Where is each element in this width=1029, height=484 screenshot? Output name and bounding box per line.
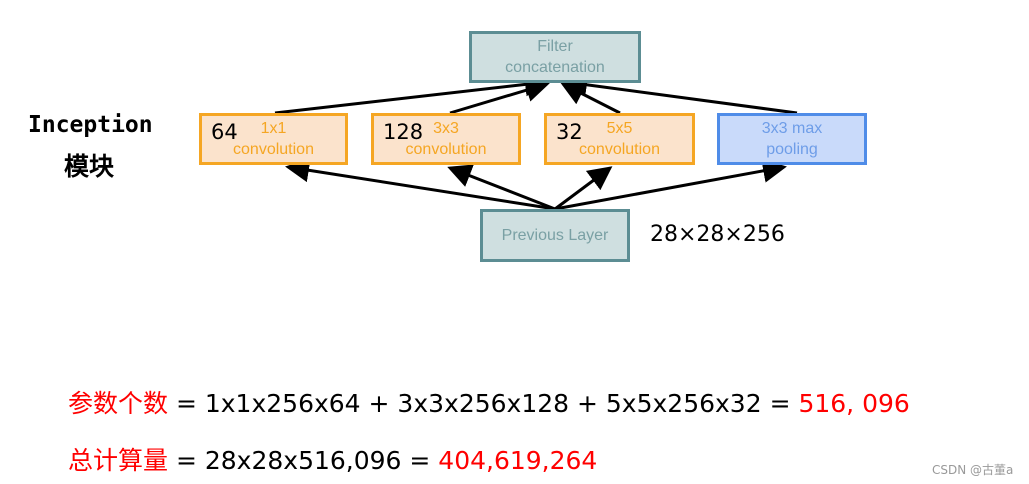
params-expr: = 1x1x256x64 + 3x3x256x128 + 5x5x256x32 …	[168, 389, 799, 418]
concat-line1: Filter	[537, 38, 573, 55]
box-line2: convolution	[233, 141, 314, 158]
box-line1: 1x1	[260, 120, 287, 137]
watermark: CSDN @古董a	[932, 463, 1014, 477]
filter-count: 128	[383, 120, 424, 144]
ops-label: 总计算量	[68, 446, 169, 475]
box-line1: 3x3	[433, 120, 459, 137]
max-pooling-box: 3x3 max pooling	[717, 113, 867, 165]
ops-result: 404,619,264	[438, 446, 598, 475]
box-line2: convolution	[405, 141, 487, 158]
concat-line2: concatenation	[505, 59, 605, 76]
ops-formula: 总计算量 = 28x28x516,096 = 404,619,264	[68, 441, 597, 477]
arrow-prev-to-1x1	[285, 158, 556, 211]
arrow-1x1-to-concat	[274, 72, 549, 115]
arrow-pool-to-concat	[563, 72, 798, 115]
box-line2: pooling	[766, 141, 818, 158]
arrow-prev-to-5x5	[554, 166, 613, 211]
ops-expr: = 28x28x516,096 =	[168, 446, 439, 475]
conv-3x3-box: 128 3x3 convolution	[371, 113, 521, 165]
conv-5x5-box: 32 5x5 convolution	[544, 113, 695, 165]
filter-count: 32	[556, 120, 583, 144]
arrow-prev-to-pool	[554, 158, 787, 211]
conv-1x1-box: 64 1x1 convolution	[199, 113, 348, 165]
box-line1: 5x5	[606, 120, 633, 137]
title-module: 模块	[64, 152, 115, 181]
filter-count: 64	[211, 120, 238, 144]
input-shape: 28×28×256	[650, 222, 785, 247]
box-line1: 3x3 max	[761, 120, 823, 137]
arrow-prev-to-3x3	[447, 164, 556, 211]
title-inception: Inception	[28, 112, 153, 138]
previous-layer-label: Previous Layer	[501, 227, 609, 244]
previous-layer-box: Previous Layer	[480, 209, 630, 262]
params-result: 516, 096	[798, 389, 910, 418]
filter-concatenation-box: Filter concatenation	[469, 31, 641, 83]
box-line2: convolution	[579, 141, 660, 158]
params-formula: 参数个数 = 1x1x256x64 + 3x3x256x128 + 5x5x25…	[68, 384, 910, 420]
params-label: 参数个数	[68, 389, 169, 418]
arrow-3x3-to-concat	[449, 78, 550, 115]
